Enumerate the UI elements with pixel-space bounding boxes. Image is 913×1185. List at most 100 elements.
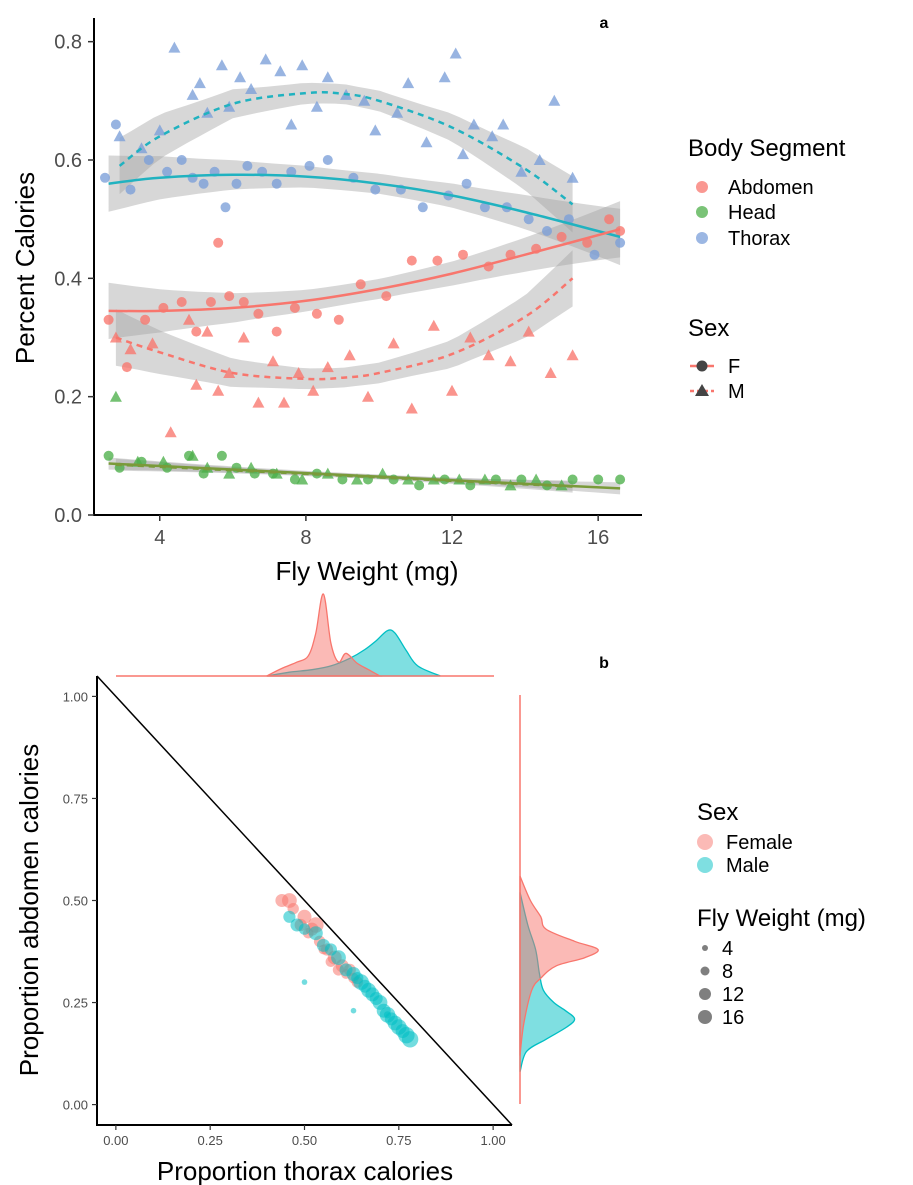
point-head-m xyxy=(223,467,236,479)
legend-label-w16: 16 xyxy=(722,1007,744,1029)
point-abdomen-f xyxy=(271,326,282,337)
point-abdomen-m xyxy=(252,396,265,408)
legend-fly-weight: Fly Weight (mg) 4 8 12 16 xyxy=(697,905,866,1029)
legend-label-head: Head xyxy=(728,202,776,224)
legend-key-thorax xyxy=(696,232,708,244)
legend-sex-b-title: Sex xyxy=(697,799,738,826)
point-abdomen-f xyxy=(311,308,322,319)
point-abdomen-f xyxy=(253,308,264,319)
point-abdomen-m xyxy=(307,384,320,396)
point-thorax-m xyxy=(274,65,287,77)
panel-a-confidence-bands xyxy=(108,82,621,495)
point-thorax-f xyxy=(125,184,136,195)
point-abdomen-f xyxy=(224,291,235,302)
point-thorax-f xyxy=(589,249,600,260)
point-thorax-f xyxy=(523,214,534,225)
legend-label-w12: 12 xyxy=(722,984,744,1006)
legend-key-abdomen xyxy=(696,181,708,193)
point-abdomen-m xyxy=(321,361,334,373)
point-head-f xyxy=(567,474,578,485)
trend-abdomen-f xyxy=(108,227,621,313)
point-thorax-m xyxy=(186,88,199,100)
point-abdomen-f xyxy=(213,237,224,248)
point-abdomen-f xyxy=(140,314,151,325)
point-abdomen-f xyxy=(205,297,216,307)
point-thorax-f xyxy=(187,172,198,183)
legend-label-w4: 4 xyxy=(722,938,733,960)
panel-b-x-axis-label: Proportion thorax calories xyxy=(157,1156,453,1185)
point-abdomen-m xyxy=(464,331,477,343)
point-male xyxy=(283,910,296,923)
point-male xyxy=(301,979,308,985)
legend-label-f: F xyxy=(728,356,740,378)
point-thorax-m xyxy=(515,165,528,177)
point-thorax-f xyxy=(242,160,253,171)
y-tick-label: 0.00 xyxy=(63,1098,88,1113)
point-abdomen-f xyxy=(103,314,114,325)
point-thorax-m xyxy=(497,118,510,130)
point-thorax-m xyxy=(234,71,247,83)
point-head-f xyxy=(516,474,527,485)
point-thorax-m xyxy=(215,59,228,71)
point-thorax-m xyxy=(420,136,433,148)
point-abdomen-f xyxy=(289,302,300,313)
point-thorax-f xyxy=(231,178,242,189)
y-tick-label: 0.0 xyxy=(54,505,82,527)
legend-label-thorax: Thorax xyxy=(728,228,790,250)
panel-b-label: b xyxy=(599,655,609,672)
point-abdomen-f xyxy=(432,255,443,266)
point-abdomen-m xyxy=(544,367,557,378)
point-male xyxy=(350,1007,357,1014)
point-abdomen-f xyxy=(191,326,202,337)
point-thorax-m xyxy=(467,118,480,130)
point-abdomen-m xyxy=(146,337,159,349)
legend-sex-f-marker xyxy=(696,360,708,372)
band-abdomen-m xyxy=(115,250,573,390)
legend-label-female: Female xyxy=(726,832,793,854)
legend-key-male xyxy=(697,857,713,873)
point-abdomen-f xyxy=(176,297,187,307)
point-head-m xyxy=(109,390,122,402)
panel-a-trend-lines xyxy=(108,91,621,490)
trend-thorax-f xyxy=(108,173,621,239)
point-thorax-m xyxy=(402,77,415,89)
panel-b-y-axis-label: Proportion abdomen calories xyxy=(14,744,44,1076)
legend-weight-title: Fly Weight (mg) xyxy=(697,905,866,932)
point-abdomen-m xyxy=(164,426,177,438)
point-thorax-f xyxy=(286,166,297,177)
point-abdomen-f xyxy=(458,249,468,260)
legend-key-head xyxy=(696,206,708,218)
point-thorax-m xyxy=(449,47,462,59)
point-thorax-f xyxy=(220,202,231,213)
point-abdomen-m xyxy=(566,349,579,361)
panel-a: 4 8 12 16 0.0 0.2 0.4 0.6 0.8 Fly Weight (mg) Pe… xyxy=(10,15,846,586)
y-tick-label: 0.75 xyxy=(63,791,88,806)
point-head-m xyxy=(351,473,363,485)
point-thorax-f xyxy=(143,155,154,165)
point-thorax-f xyxy=(370,184,381,195)
point-abdomen-m xyxy=(504,355,517,367)
point-thorax-m xyxy=(296,59,309,71)
x-tick-label: 0.50 xyxy=(292,1133,317,1148)
panel-b-ticks: 0.00 0.25 0.50 0.75 1.00 0.00 0.25 0.50 0.75 1.00 xyxy=(63,689,506,1148)
point-thorax-m xyxy=(168,41,181,53)
point-thorax-f xyxy=(322,155,333,165)
legend-label-m: M xyxy=(728,381,745,403)
legend-label-w8: 8 xyxy=(722,961,733,983)
point-thorax-m xyxy=(358,94,371,106)
top-density-female xyxy=(266,593,383,677)
point-thorax-m xyxy=(457,148,469,160)
y-tick-label: 0.8 xyxy=(54,32,82,54)
point-head-f xyxy=(414,480,425,491)
point-thorax-m xyxy=(193,77,206,89)
point-abdomen-f xyxy=(121,362,132,373)
point-thorax-f xyxy=(110,119,121,130)
panel-b-reference-line xyxy=(96,675,513,1126)
legend-sex-a-title: Sex xyxy=(688,315,729,342)
point-thorax-m xyxy=(285,118,298,130)
point-abdomen-m xyxy=(343,349,356,361)
point-abdomen-m xyxy=(267,355,279,367)
legend-key-w8 xyxy=(700,966,710,976)
point-thorax-f xyxy=(198,178,209,189)
